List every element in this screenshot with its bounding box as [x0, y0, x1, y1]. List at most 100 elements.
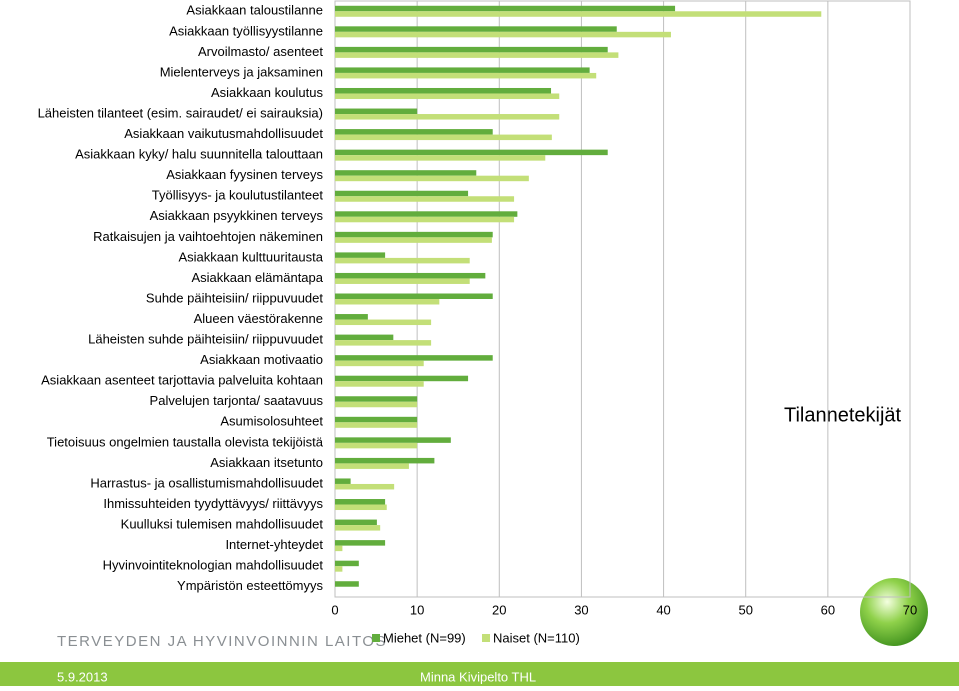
bar [335, 422, 418, 428]
bar [335, 442, 418, 449]
y-tick-label: Läheisten tilanteet (esim. sairaudet/ ei… [38, 105, 323, 120]
y-tick-label: Alueen väestörakenne [194, 311, 323, 326]
logo-orb [860, 578, 928, 646]
y-tick-label: Asiakkaan vaikutusmahdollisuudet [124, 126, 323, 141]
bar [335, 560, 359, 567]
bar [335, 360, 424, 367]
legend-swatch [482, 634, 490, 642]
date: 5.9.2013 [57, 669, 108, 684]
x-tick-label: 60 [821, 602, 835, 617]
y-tick-label: Kuulluksi tulemisen mahdollisuudet [121, 517, 324, 532]
annotation: Tilannetekijät [784, 404, 902, 426]
bar [335, 416, 418, 423]
bar [335, 211, 518, 217]
bar [335, 566, 343, 572]
bar [335, 272, 486, 279]
bar [335, 149, 608, 156]
footer-band [0, 662, 959, 686]
y-tick-label: Tietoisuus ongelmien taustalla olevista … [47, 434, 324, 449]
x-tick-label: 70 [903, 602, 917, 617]
y-tick-label: Internet-yhteydet [225, 537, 323, 552]
y-tick-label: Asiakkaan asenteet tarjottavia palveluit… [41, 373, 323, 388]
x-tick-label: 0 [331, 602, 338, 617]
y-tick-label: Asiakkaan kyky/ halu suunnitella taloutt… [75, 147, 323, 162]
y-tick-label: Asiakkaan koulutus [211, 85, 324, 100]
bar [335, 5, 676, 12]
x-tick-label: 20 [492, 602, 506, 617]
bar [335, 93, 560, 99]
legend-swatch [372, 634, 380, 642]
bar [335, 257, 470, 264]
bar [335, 129, 493, 135]
bar [335, 519, 377, 526]
bar [335, 216, 515, 223]
bar [335, 170, 477, 176]
bar [335, 252, 386, 258]
bar [335, 581, 359, 587]
bar [335, 190, 469, 197]
y-tick-label: Asiakkaan taloustilanne [186, 3, 323, 18]
bar [335, 504, 387, 511]
bar [335, 319, 432, 326]
bar [335, 293, 493, 299]
bar [335, 540, 386, 546]
y-tick-label: Ihmissuhteiden tyydyttävyys/ riittävyys [103, 496, 323, 511]
y-tick-label: Asiakkaan työllisyystilanne [169, 23, 323, 38]
legend-label: Miehet (N=99) [383, 630, 466, 645]
y-tick-label: Asiakkaan fyysinen terveys [166, 167, 323, 182]
bar [335, 478, 351, 484]
y-tick-label: Asumisolosuhteet [220, 414, 323, 429]
x-tick-label: 10 [410, 602, 424, 617]
bar [335, 375, 469, 382]
bar [335, 334, 394, 341]
author: Minna Kivipelto THL [420, 669, 536, 684]
organization: TERVEYDEN JA HYVINVOINNIN LAITOS [57, 633, 387, 650]
bar [335, 67, 590, 73]
bar [335, 355, 493, 361]
bar [335, 340, 432, 346]
bar [335, 483, 395, 490]
x-tick-label: 30 [574, 602, 588, 617]
bar [335, 11, 822, 17]
bar [335, 401, 418, 408]
bar [335, 437, 451, 443]
x-tick-label: 50 [738, 602, 752, 617]
bar [335, 545, 343, 552]
bar [335, 237, 492, 243]
y-tick-label: Työllisyys- ja koulutustilanteet [152, 188, 324, 203]
bar [335, 31, 671, 38]
legend-label: Naiset (N=110) [493, 630, 580, 645]
bar [335, 314, 368, 320]
y-tick-label: Ympäristön esteettömyys [177, 578, 323, 593]
y-tick-label: Asiakkaan itsetunto [210, 455, 323, 470]
bar [335, 72, 597, 79]
y-tick-label: Ratkaisujen ja vaihtoehtojen näkeminen [93, 229, 323, 244]
y-tick-label: Arvoilmasto/ asenteet [198, 44, 323, 59]
y-tick-label: Harrastus- ja osallistumismahdollisuudet [90, 475, 323, 490]
bar [335, 396, 418, 402]
bar [335, 87, 552, 94]
bar [335, 52, 619, 58]
y-tick-label: Asiakkaan psyykkinen terveys [150, 208, 324, 223]
bar [335, 299, 440, 305]
y-tick-label: Asiakkaan motivaatio [200, 352, 323, 367]
x-tick-label: 40 [656, 602, 670, 617]
y-tick-label: Läheisten suhde päihteisiin/ riippuvuude… [88, 332, 323, 347]
y-tick-label: Asiakkaan elämäntapa [191, 270, 323, 285]
bar [335, 278, 470, 284]
bar [335, 457, 435, 464]
bar [335, 231, 493, 238]
bar [335, 46, 608, 53]
y-tick-label: Mielenterveys ja jaksaminen [160, 64, 323, 79]
bar [335, 134, 552, 141]
bar [335, 26, 617, 32]
bar [335, 381, 424, 387]
bar [335, 463, 409, 469]
y-tick-label: Suhde päihteisiin/ riippuvuudet [146, 290, 323, 305]
bar [335, 108, 418, 115]
y-tick-label: Asiakkaan kulttuuritausta [178, 249, 323, 264]
bar [335, 499, 386, 505]
bar [335, 525, 381, 531]
bar [335, 114, 560, 120]
